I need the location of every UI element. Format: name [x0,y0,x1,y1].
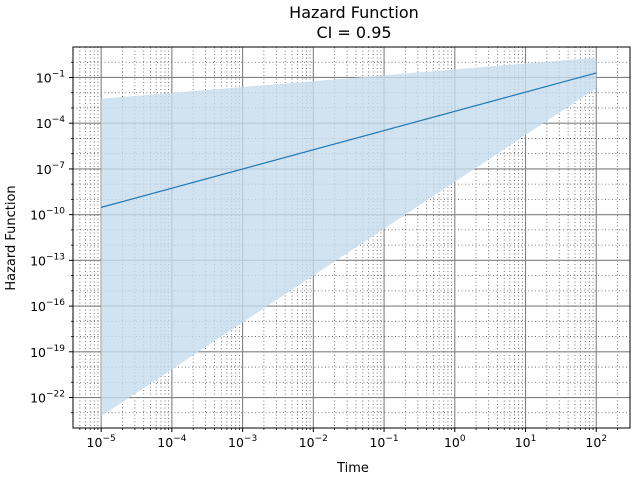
series-line-layer [100,72,597,208]
confidence-band [101,57,597,417]
y-axis-ticks: 10−1 10−4 10−7 10−10 10−13 10−16 10−19 10−22 [30,61,73,414]
confidence-band-layer [101,57,597,417]
x-tick-label: 100 [444,434,466,450]
x-tick-label: 102 [585,434,607,450]
y-tick-label: 10−7 [36,161,65,177]
chart-title: Hazard Function [289,3,419,22]
chart-subtitle: CI = 0.95 [316,23,391,42]
plot-frame [72,46,631,429]
x-tick-label: 10−3 [228,434,257,450]
x-axis-label: Time [336,461,369,476]
x-tick-label: 10−1 [369,434,398,450]
y-tick-label: 10−13 [30,252,65,268]
y-tick-label: 10−4 [36,115,65,131]
y-axis-label: Hazard Function [4,185,19,290]
y-tick-label: 10−10 [30,207,65,223]
y-tick-label: 10−19 [30,344,65,360]
x-tick-label: 10−4 [157,434,186,450]
y-tick-label: 10−16 [30,298,65,314]
hazard-line [100,72,597,208]
y-tick-label: 10−1 [36,69,65,85]
x-tick-label: 10−5 [87,434,116,450]
x-tick-label: 101 [515,434,537,450]
x-tick-label: 10−2 [299,434,328,450]
y-tick-label: 10−22 [30,390,65,406]
x-axis-ticks: 10−5 10−4 10−3 10−2 10−1 100 101 102 [79,428,618,450]
